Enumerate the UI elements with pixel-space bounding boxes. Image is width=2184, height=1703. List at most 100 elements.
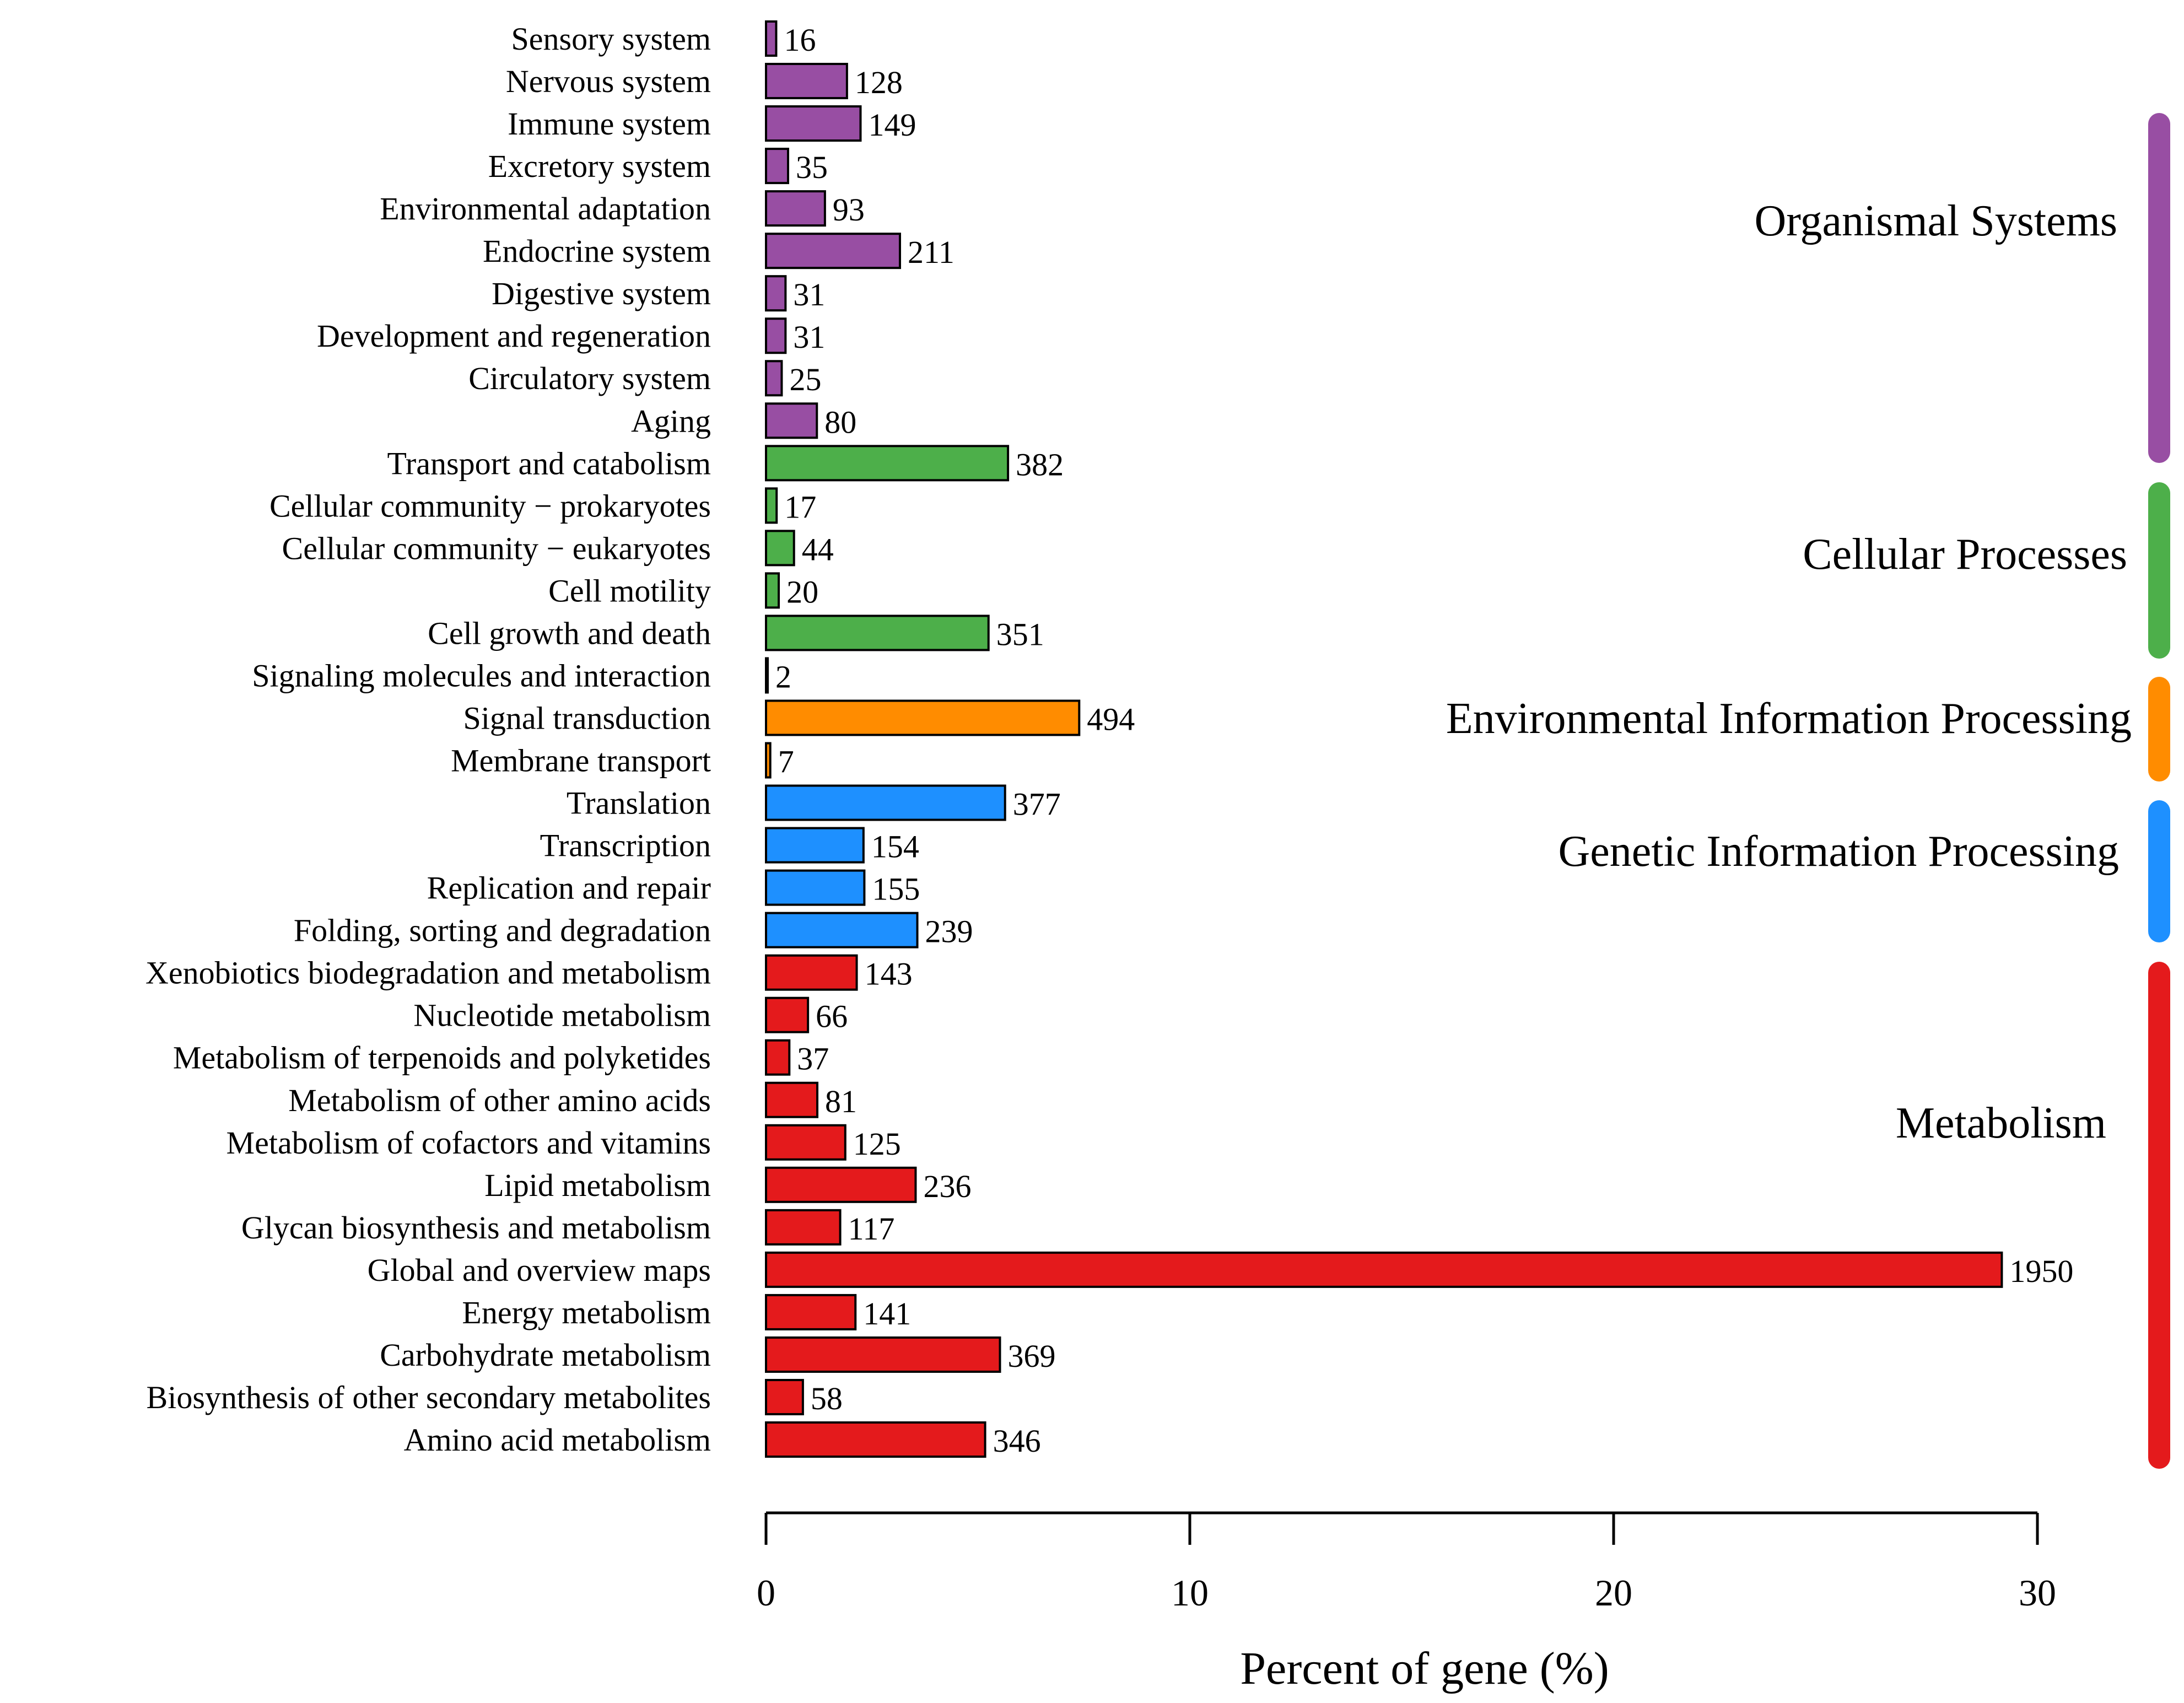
group-brackets-layer: Organismal Systems Cellular Processes Envi… [1446, 113, 2170, 1469]
bar [765, 1378, 804, 1415]
value-label: 236 [923, 1168, 971, 1204]
category-label: Endocrine system [483, 233, 711, 269]
category-label: Cell growth and death [428, 615, 711, 651]
category-label: Translation [567, 785, 711, 821]
x-axis-title: Percent of gene (%) [1240, 1643, 1609, 1694]
bars-layer [765, 20, 2003, 1458]
x-axis: 0 10 20 30 [757, 1511, 2056, 1614]
category-label: Environmental adaptation [380, 191, 711, 227]
value-label: 20 [786, 574, 818, 610]
category-labels-layer: Sensory system Nervous system Immune syste… [145, 21, 711, 1458]
bar [765, 487, 778, 524]
value-label: 141 [863, 1296, 911, 1332]
group-bracket [2148, 677, 2170, 782]
category-label: Carbohydrate metabolism [380, 1337, 711, 1373]
bar [765, 784, 1006, 821]
category-label: Development and regeneration [317, 318, 711, 354]
value-label: 7 [778, 744, 794, 780]
value-label: 128 [855, 64, 903, 100]
value-label: 239 [925, 914, 973, 950]
x-tick-label: 30 [2019, 1572, 2056, 1614]
category-label: Nucleotide metabolism [413, 998, 711, 1033]
value-label: 35 [796, 149, 828, 185]
value-label: 382 [1016, 446, 1064, 482]
category-label: Energy metabolism [462, 1295, 711, 1330]
value-label: 2 [775, 659, 791, 694]
bar [765, 572, 780, 609]
bar [765, 190, 826, 227]
value-label: 155 [872, 871, 920, 907]
x-tick-label: 0 [757, 1572, 775, 1614]
group-title: Metabolism [1896, 1099, 2106, 1147]
value-label: 154 [871, 829, 919, 865]
group-title: Cellular Processes [1803, 530, 2127, 579]
category-label: Signal transduction [463, 700, 711, 736]
value-label: 31 [793, 277, 825, 312]
bar [765, 1336, 1001, 1373]
bar [765, 996, 810, 1033]
bar [765, 1421, 986, 1458]
category-label: Aging [631, 403, 711, 439]
value-label: 81 [825, 1084, 857, 1119]
bar [765, 1124, 846, 1161]
bar [765, 233, 902, 270]
x-tick-label: 20 [1595, 1572, 1632, 1614]
bar [765, 275, 787, 312]
category-label: Xenobiotics biodegradation and metabolis… [145, 955, 711, 991]
category-label: Membrane transport [451, 743, 711, 779]
category-label: Amino acid metabolism [404, 1422, 711, 1458]
category-label: Metabolism of cofactors and vitamins [227, 1125, 711, 1161]
category-label: Transcription [540, 828, 711, 864]
category-label: Digestive system [492, 276, 711, 311]
value-label: 44 [802, 531, 834, 567]
bar [765, 742, 772, 779]
bar [765, 402, 818, 439]
value-label: 125 [853, 1126, 901, 1162]
category-label: Metabolism of other amino acids [288, 1082, 711, 1118]
group-title: Environmental Information Processing [1446, 694, 2132, 743]
value-label: 211 [908, 234, 955, 270]
category-label: Biosynthesis of other secondary metaboli… [147, 1379, 711, 1415]
value-label: 58 [811, 1381, 843, 1416]
group-title: Genetic Information Processing [1559, 827, 2120, 876]
value-label: 346 [993, 1423, 1041, 1459]
category-label: Cellular community − eukaryotes [282, 530, 711, 566]
category-label: Global and overview maps [368, 1252, 711, 1288]
value-label: 25 [789, 362, 821, 397]
category-label: Metabolism of terpenoids and polyketides [173, 1040, 711, 1076]
category-label: Lipid metabolism [484, 1167, 711, 1203]
bar [765, 530, 795, 567]
bar [765, 148, 789, 185]
group-bracket [2148, 113, 2170, 463]
value-label: 377 [1013, 786, 1061, 822]
bar [765, 827, 865, 864]
category-label: Sensory system [511, 21, 711, 57]
value-label: 1950 [2009, 1253, 2073, 1289]
group-title: Organismal Systems [1754, 197, 2117, 245]
value-label: 80 [824, 404, 856, 440]
value-label: 93 [833, 192, 865, 228]
value-label: 37 [797, 1041, 829, 1077]
category-label: Excretory system [488, 148, 711, 184]
value-label: 117 [848, 1211, 895, 1247]
bar [765, 1209, 842, 1246]
bar [765, 63, 848, 100]
x-tick-label: 10 [1171, 1572, 1209, 1614]
bar [765, 1039, 791, 1076]
category-label: Cellular community − prokaryotes [269, 488, 711, 524]
category-label: Cell motility [548, 573, 711, 608]
bar [765, 954, 858, 991]
value-label: 369 [1007, 1338, 1055, 1374]
value-label: 351 [996, 616, 1044, 652]
group-bracket [2148, 482, 2170, 659]
value-label: 494 [1087, 701, 1135, 737]
category-label: Circulatory system [468, 360, 711, 396]
bar [765, 912, 919, 948]
bar [765, 317, 787, 354]
value-label: 149 [868, 107, 916, 143]
bar [765, 657, 769, 694]
bar [765, 105, 862, 142]
value-label: 16 [784, 22, 816, 58]
